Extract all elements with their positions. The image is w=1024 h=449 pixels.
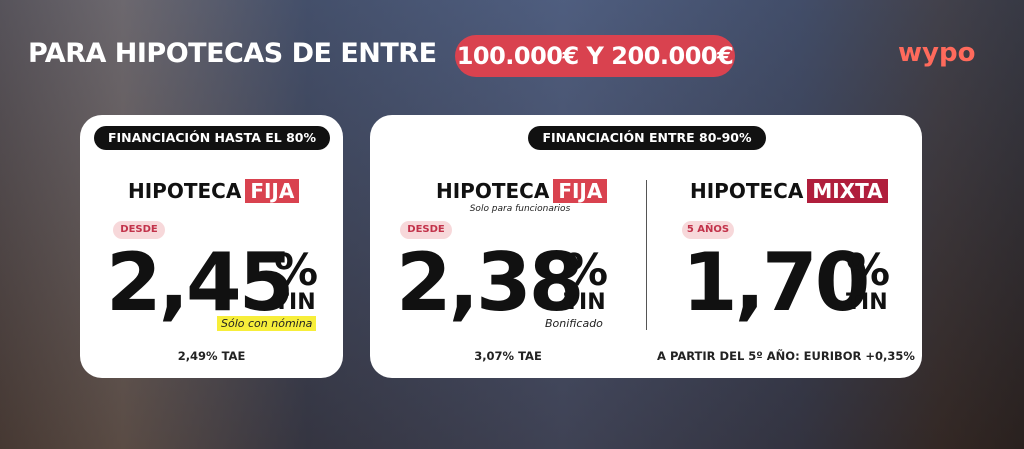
percent: % <box>564 245 609 296</box>
product: HIPOTECA FIJA <box>128 179 300 203</box>
note-text: Sólo con nómina <box>217 316 317 331</box>
rate-type: TIN <box>564 290 606 315</box>
product-name: HIPOTECA <box>436 179 550 203</box>
rate-type: TIN <box>846 290 888 315</box>
tae: A PARTIR DEL 5º AÑO: EURIBOR +0,35% <box>657 349 915 363</box>
product-name: HIPOTECA <box>128 179 242 203</box>
tae: 2,49% TAE <box>177 349 246 363</box>
product-kind: FIJA <box>245 179 300 203</box>
tae: 3,07% TAE <box>474 349 542 363</box>
card-tab: FINANCIACIÓN HASTA EL 80% <box>94 126 330 150</box>
badge: DESDE <box>113 221 165 239</box>
rate-type: TIN <box>274 290 316 315</box>
range-pill: 100.000€ Y 200.000€ <box>455 35 735 77</box>
card-tab: FINANCIACIÓN ENTRE 80-90% <box>528 126 766 150</box>
rate: 1,70 <box>682 236 870 329</box>
percent: % <box>274 245 319 296</box>
card: FINANCIACIÓN HASTA EL 80% HIPOTECA FIJA D… <box>80 115 343 378</box>
title: PARA HIPOTECAS DE ENTRE <box>28 38 437 69</box>
product-kind: FIJA <box>553 179 608 203</box>
note: Bonificado <box>545 317 603 330</box>
rate: 2,45 <box>106 236 294 329</box>
divider <box>646 180 647 330</box>
rate: 2,38 <box>396 236 584 329</box>
note: Sólo con nómina <box>217 316 317 331</box>
product-name: HIPOTECA <box>690 179 804 203</box>
card: FINANCIACIÓN ENTRE 80-90% HIPOTECA FIJA S… <box>370 115 922 378</box>
percent: % <box>846 245 891 296</box>
logo: wypo <box>898 38 976 68</box>
badge: DESDE <box>400 221 452 239</box>
product: HIPOTECA MIXTA <box>690 179 888 203</box>
badge: 5 AÑOS <box>682 221 734 239</box>
subtitle: Solo para funcionarios <box>469 204 571 214</box>
product-kind: MIXTA <box>807 179 888 203</box>
product: HIPOTECA FIJA <box>436 179 608 203</box>
